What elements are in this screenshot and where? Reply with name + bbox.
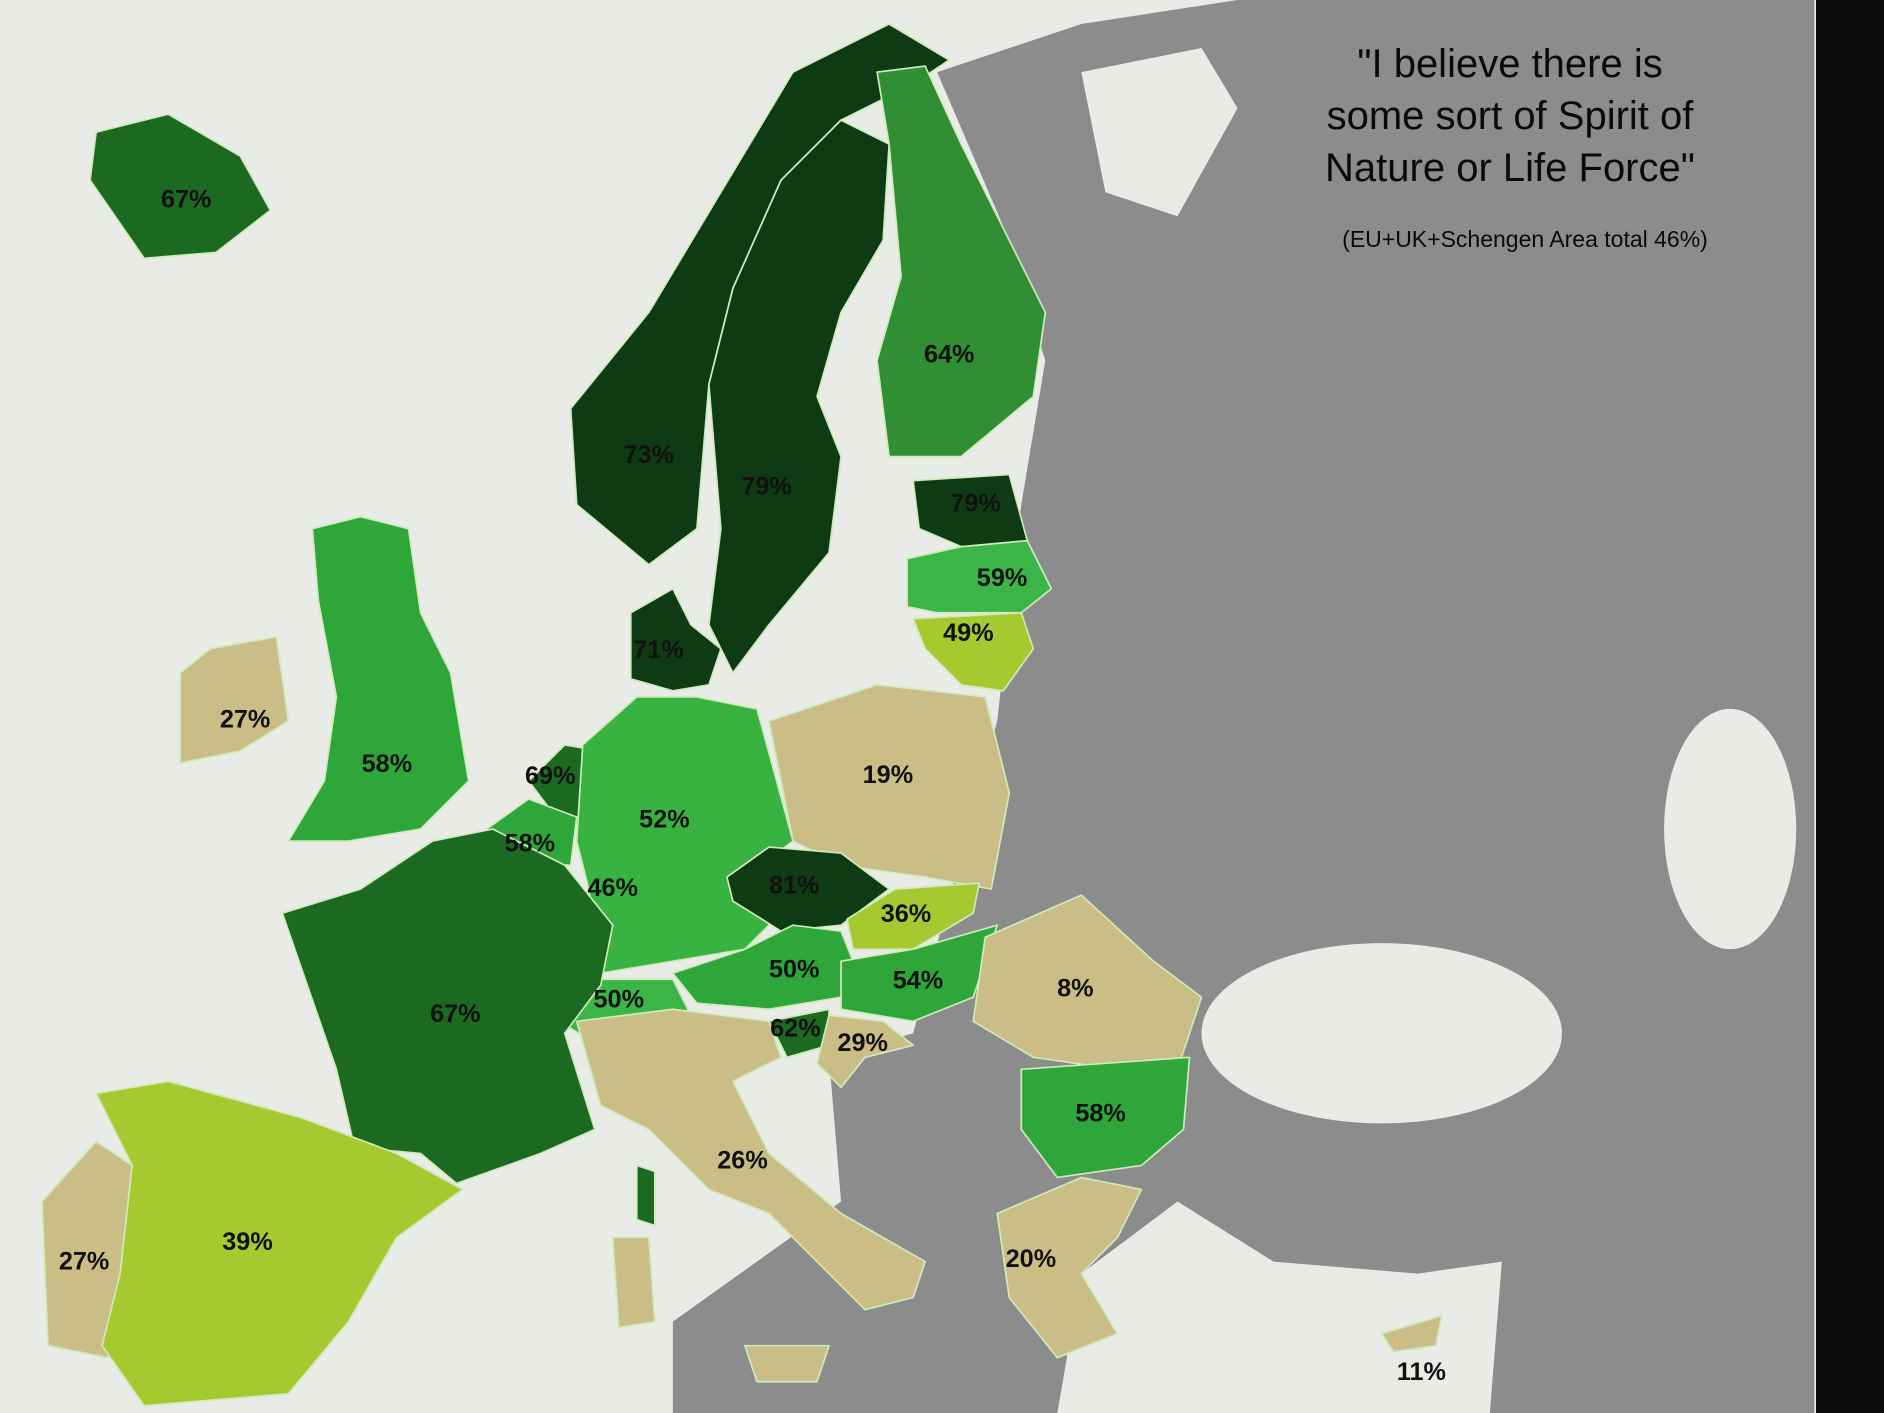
title-line: "I believe there is (1357, 42, 1663, 86)
country-iceland[interactable] (89, 113, 272, 260)
value-label: 39% (222, 1228, 272, 1256)
country-greece[interactable] (996, 1176, 1143, 1359)
value-label: 26% (717, 1147, 767, 1175)
country-sweden[interactable] (708, 119, 890, 674)
value-label: 67% (161, 185, 211, 213)
country-bulgaria[interactable] (1020, 1056, 1191, 1179)
country-denmark[interactable] (629, 587, 722, 692)
value-label: 79% (741, 472, 791, 500)
value-label: 58% (1075, 1100, 1125, 1128)
value-label: 71% (633, 636, 683, 664)
value-label: 50% (594, 986, 644, 1014)
country-latvia[interactable] (906, 539, 1053, 614)
value-label: 79% (950, 489, 1000, 517)
country-lithuania[interactable] (912, 611, 1035, 692)
value-label: 73% (624, 441, 674, 469)
value-label: 27% (59, 1247, 109, 1275)
value-label: 64% (924, 340, 974, 368)
value-label: 52% (639, 805, 689, 833)
value-label: 49% (943, 619, 993, 647)
value-label: 50% (769, 955, 819, 983)
white-sea (1081, 48, 1238, 217)
country-finland[interactable] (876, 65, 1047, 458)
caspian-sea (1664, 708, 1797, 950)
country-corsica[interactable] (635, 1164, 656, 1227)
value-label: 11% (1397, 1358, 1446, 1386)
aegean-sea (1057, 1201, 1502, 1413)
value-label: 19% (863, 761, 913, 789)
value-label: 8% (1057, 975, 1093, 1003)
country-slovakia[interactable] (846, 882, 981, 951)
value-label: 46% (588, 874, 638, 902)
country-italy[interactable] (575, 1008, 926, 1311)
country-sardinia[interactable] (611, 1236, 656, 1329)
country-spain[interactable] (95, 1080, 464, 1407)
country-croatia[interactable] (816, 1014, 914, 1089)
value-label: 54% (893, 966, 943, 994)
country-uk[interactable] (287, 515, 470, 842)
value-label: 59% (977, 564, 1027, 592)
country-ireland[interactable] (179, 635, 290, 764)
map-subtitle: (EU+UK+Schengen Area total 46%) (1342, 226, 1708, 252)
map-title: "I believe there is some sort of Spirit … (1230, 38, 1790, 194)
country-cyprus[interactable] (1380, 1314, 1443, 1353)
country-sicily[interactable] (744, 1344, 830, 1383)
title-line: some sort of Spirit of (1326, 94, 1694, 138)
value-label: 67% (430, 1000, 480, 1028)
title-line: Nature or Life Force" (1325, 146, 1695, 190)
country-poland[interactable] (768, 684, 1011, 890)
value-label: 27% (220, 706, 270, 734)
value-label: 29% (837, 1029, 887, 1057)
screen-edge (1816, 0, 1884, 1413)
value-label: 58% (505, 829, 555, 857)
value-label: 20% (1006, 1245, 1056, 1273)
value-label: 62% (770, 1014, 820, 1042)
value-label: 36% (881, 900, 931, 928)
value-label: 69% (525, 762, 575, 790)
black-sea (1201, 943, 1562, 1124)
country-hungary[interactable] (840, 924, 999, 1023)
value-label: 58% (362, 750, 412, 778)
value-label: 81% (769, 871, 819, 899)
